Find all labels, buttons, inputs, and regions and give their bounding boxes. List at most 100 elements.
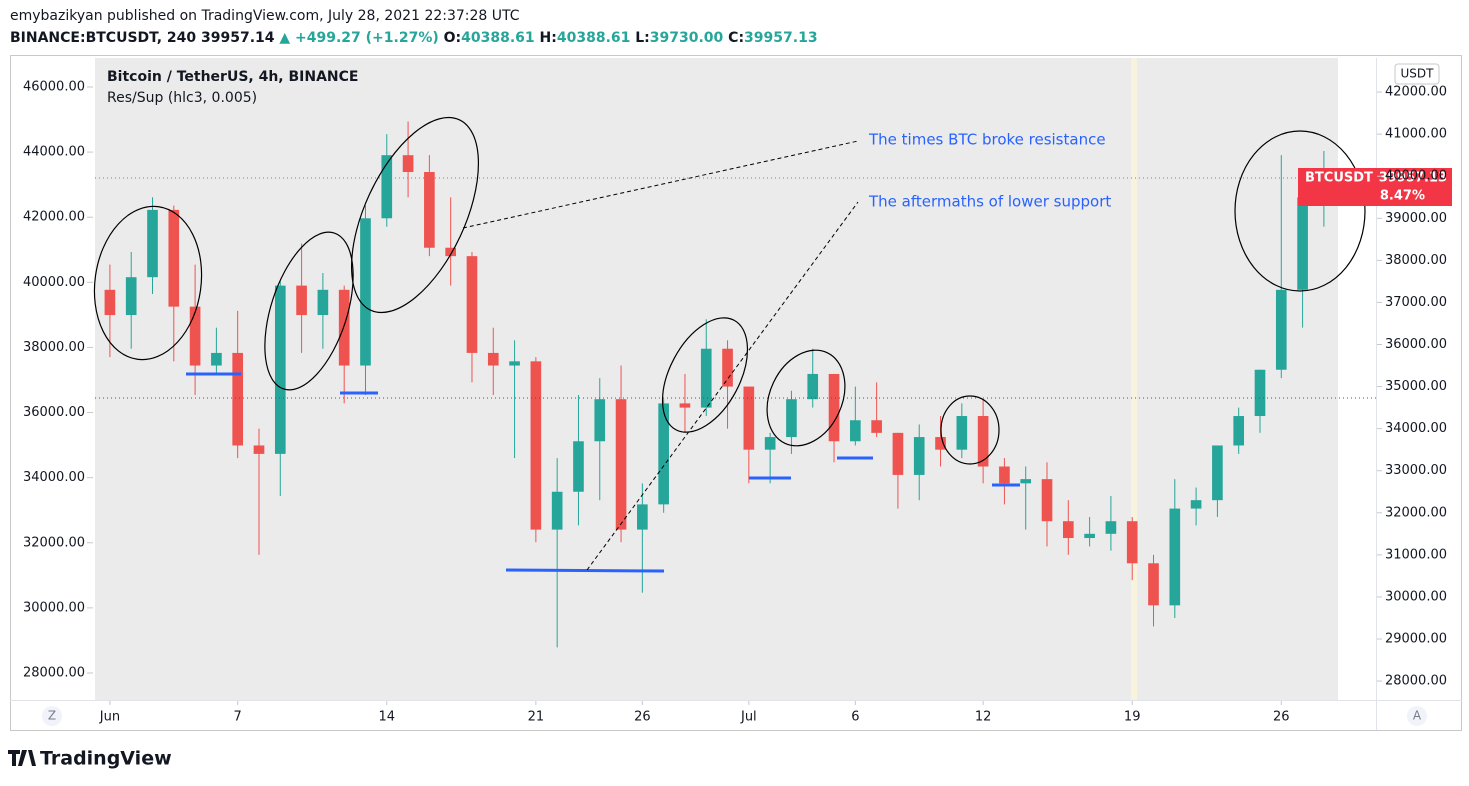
candle-body	[402, 155, 414, 173]
candle-body	[424, 172, 435, 248]
z-label[interactable]: Z	[48, 709, 56, 723]
symbol: BINANCE:BTCUSDT, 240	[10, 30, 196, 46]
unit-label: USDT	[1401, 67, 1435, 81]
candle-body	[828, 373, 840, 442]
y2-tick-label: 39000.00	[1385, 211, 1447, 226]
ellipse	[1234, 130, 1366, 292]
y2-tick-label: 35000.00	[1385, 379, 1447, 394]
candle-body	[573, 441, 584, 492]
y2-tick-label: 32000.00	[1385, 505, 1447, 520]
o: 40388.61	[461, 30, 535, 46]
x-tick-label: Jun	[99, 710, 120, 725]
y-tick-label: 32000.00	[23, 535, 85, 550]
x-tick-label: 26	[634, 710, 651, 725]
candle-body	[615, 399, 627, 530]
y-tick-label: 30000.00	[23, 600, 85, 615]
change: ▲ +499.27 (+1.27%)	[279, 30, 438, 46]
candle-body	[700, 348, 712, 408]
y-tick-label: 38000.00	[23, 340, 85, 355]
price: 39957.14	[201, 30, 275, 46]
ellipse	[940, 395, 1000, 465]
candle-body	[1190, 500, 1202, 509]
price-tag	[1298, 168, 1452, 206]
annotation: The aftermaths of lower support	[868, 193, 1111, 211]
price-tag-price: 39957.13	[1379, 171, 1447, 186]
candle-body	[722, 348, 733, 387]
logo	[8, 750, 36, 766]
y-tick-label: 40000.00	[23, 275, 85, 290]
pointer-line	[462, 140, 859, 229]
y2-tick-label: 29000.00	[1385, 631, 1447, 646]
y-tick-label: 36000.00	[23, 405, 85, 420]
candle-body	[871, 420, 882, 433]
y-tick-label: 46000.00	[23, 79, 85, 94]
candle-body	[956, 416, 968, 450]
x-tick-label: 7	[234, 710, 242, 725]
x-tick-label: Jul	[740, 710, 757, 725]
pointer-line	[586, 201, 859, 571]
candle-body	[1105, 521, 1117, 534]
c: 39957.13	[744, 30, 818, 46]
o-label: O:	[444, 30, 462, 46]
candle-body	[913, 437, 925, 475]
x-tick-label: 6	[851, 710, 859, 725]
candle-body	[594, 399, 606, 442]
y2-tick-label: 28000.00	[1385, 674, 1447, 689]
y2-tick-label: 37000.00	[1385, 295, 1447, 310]
candle-body	[1020, 479, 1032, 484]
l: 39730.00	[650, 30, 724, 46]
candle-body	[1126, 521, 1138, 564]
y-tick-label: 34000.00	[23, 470, 85, 485]
candle-body	[232, 352, 244, 446]
candle-body	[1233, 416, 1245, 446]
y2-tick-label: 42000.00	[1385, 85, 1447, 100]
candle-body	[1212, 445, 1223, 501]
candle-body	[1297, 197, 1308, 290]
candle-body	[1254, 369, 1266, 417]
unit-box	[1394, 63, 1440, 85]
h-label: H:	[540, 30, 557, 46]
ellipse	[661, 317, 749, 433]
candle-body	[743, 386, 755, 450]
y2-tick-label: 30000.00	[1385, 589, 1447, 604]
candle-body	[977, 416, 989, 467]
candle-body	[296, 285, 307, 316]
y2-tick-label: 38000.00	[1385, 253, 1447, 268]
z-button[interactable]	[42, 706, 62, 726]
ellipse	[264, 231, 354, 391]
y2-tick-label: 33000.00	[1385, 463, 1447, 478]
candle-body	[1148, 563, 1159, 606]
ellipse	[766, 349, 846, 447]
candle-body	[125, 277, 137, 316]
publish-line: emybazikyan published on TradingView.com…	[10, 8, 520, 24]
candle-body	[445, 247, 456, 257]
y2-tick-label: 41000.00	[1385, 127, 1447, 142]
h: 40388.61	[557, 30, 631, 46]
support-mark	[505, 568, 665, 573]
candle-body	[637, 504, 648, 530]
candle-body	[1084, 533, 1095, 539]
y-tick-label: 44000.00	[23, 145, 85, 160]
candle-body	[1169, 508, 1181, 606]
candle-body	[786, 399, 797, 438]
candle-body	[1041, 479, 1053, 522]
candle-body	[274, 285, 286, 454]
a-button[interactable]	[1407, 706, 1427, 726]
brand: TradingView	[40, 748, 172, 770]
session-break	[1131, 58, 1137, 700]
ellipse	[93, 205, 203, 361]
candle-body	[147, 209, 158, 278]
pointer-lines	[462, 140, 859, 571]
price-tag-change: 8.47%	[1380, 189, 1425, 204]
candle-body	[551, 491, 563, 530]
a-label[interactable]: A	[1413, 709, 1422, 723]
y-tick-label: 42000.00	[23, 210, 85, 225]
candle-body	[466, 256, 478, 353]
candle-body	[487, 352, 499, 366]
plot	[104, 121, 1330, 648]
candle-body	[658, 403, 669, 505]
x-tick-label: 14	[379, 710, 396, 725]
x-tick-label: 12	[975, 710, 992, 725]
session-shade	[95, 58, 1338, 700]
